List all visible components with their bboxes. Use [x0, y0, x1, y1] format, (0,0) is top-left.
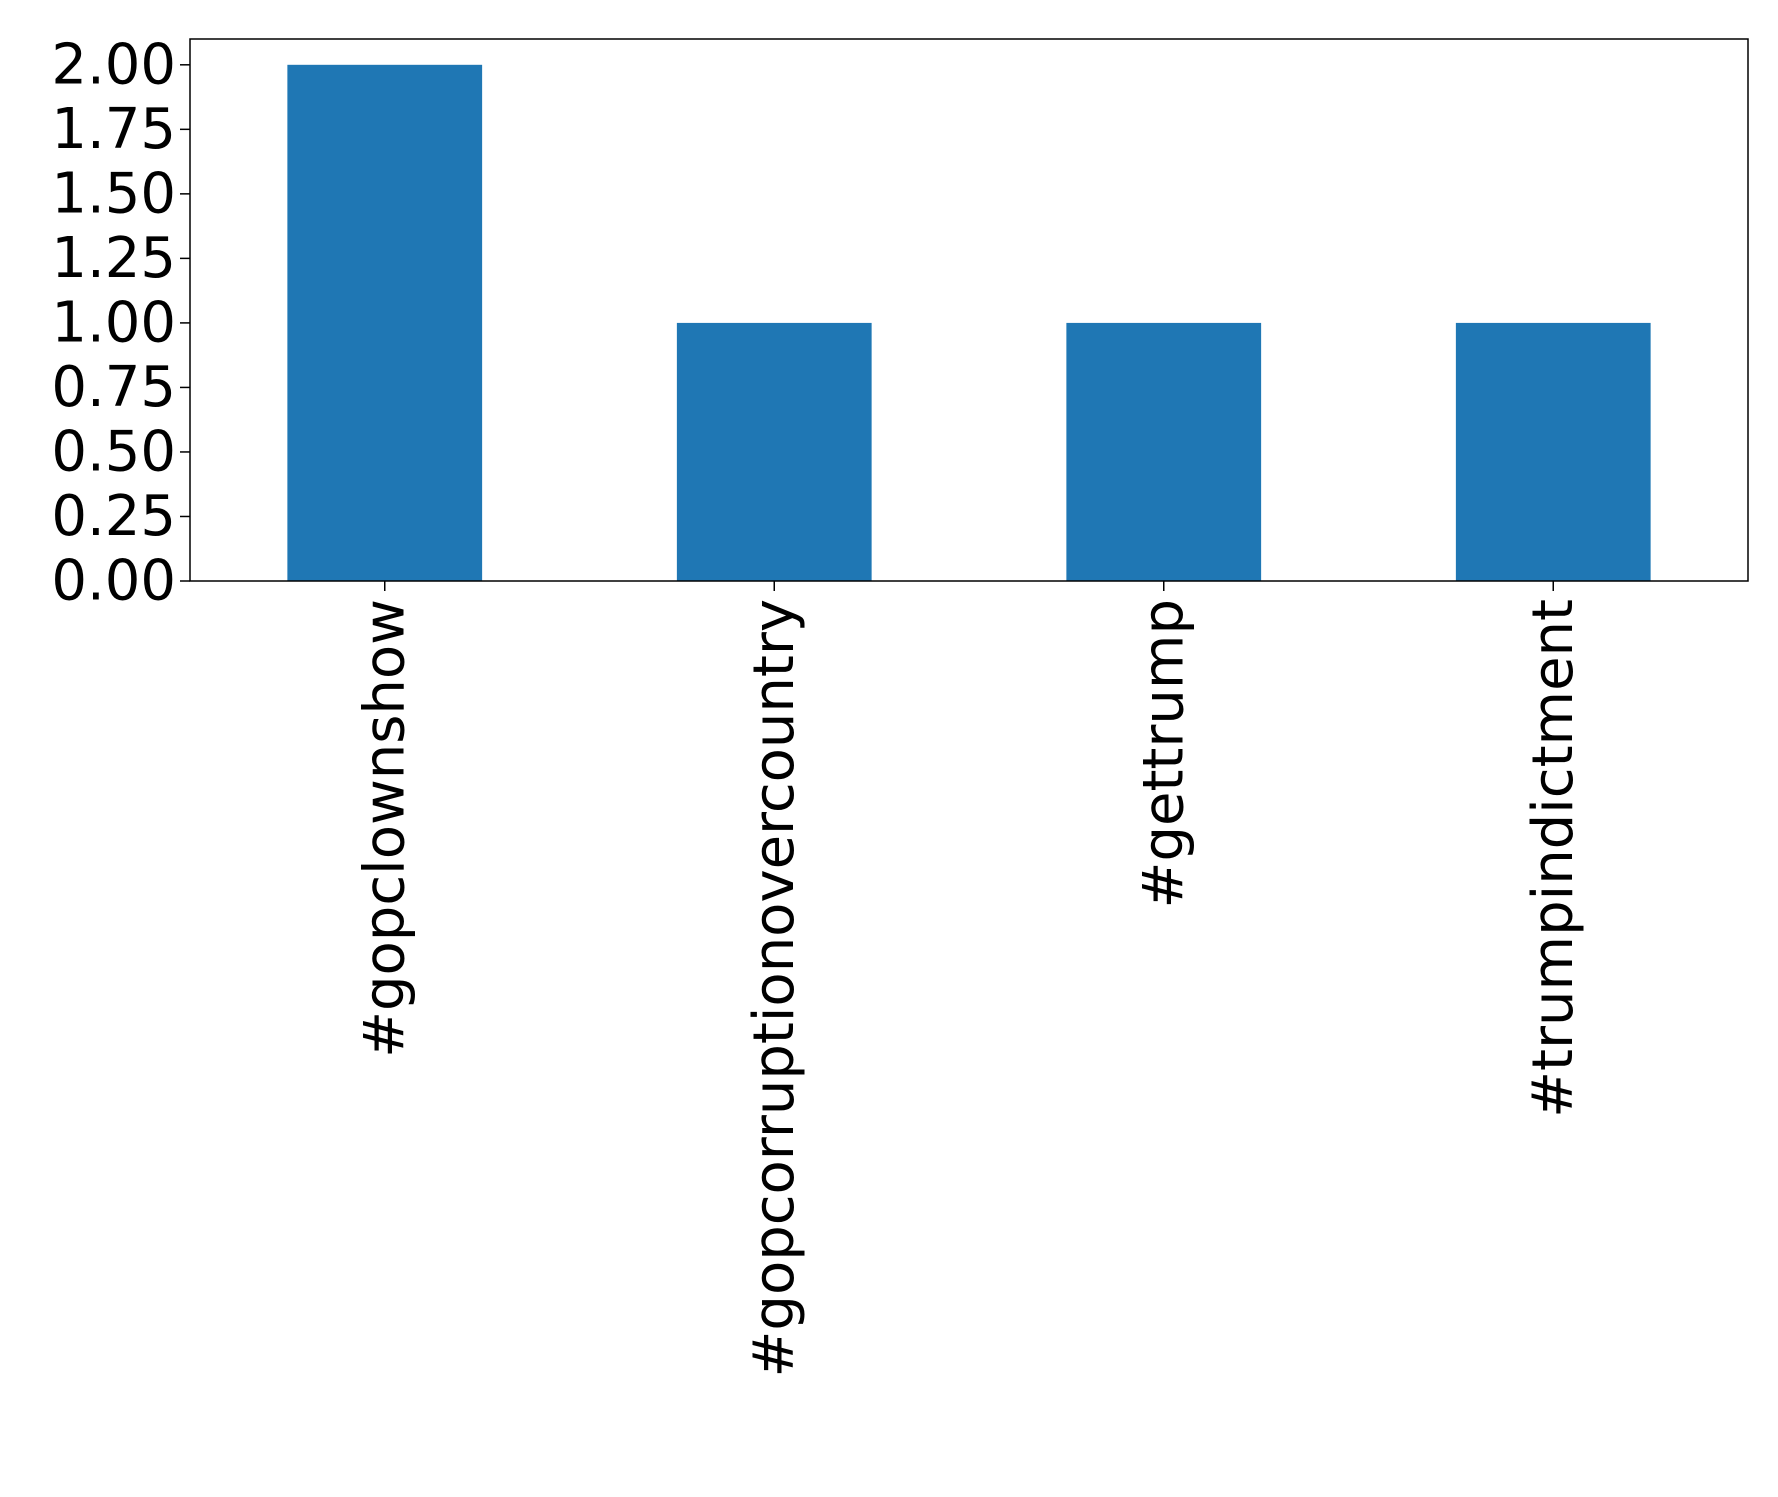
- x-tick-label: #gopcorruptionovercountry: [742, 599, 807, 1378]
- bar-trumpindictment: [1455, 322, 1651, 581]
- x-tick-label: #gettrump: [1131, 599, 1196, 908]
- plot-frame: [189, 38, 1749, 582]
- x-axis: #gopclownshow #gopcorruptionovercountry #g…: [352, 581, 1586, 1378]
- y-tick-label: 0.75: [51, 355, 176, 420]
- y-tick-label: 1.75: [51, 97, 176, 162]
- bar-gopcorruptionovercountry: [676, 322, 872, 581]
- x-tick-label: #trumpindictment: [1521, 599, 1586, 1118]
- y-tick-label: 1.25: [51, 226, 176, 291]
- x-tick-label: #gopclownshow: [352, 599, 417, 1058]
- y-tick-label: 1.50: [51, 161, 176, 226]
- y-axis: 0.000.250.500.751.001.251.501.752.00: [51, 32, 190, 614]
- bar-gopclownshow: [287, 64, 483, 582]
- y-tick-label: 1.00: [51, 290, 176, 355]
- bars-layer: [287, 64, 1651, 582]
- y-tick-label: 0.50: [51, 419, 176, 484]
- y-tick-label: 0.00: [51, 549, 176, 614]
- y-tick-label: 0.25: [51, 484, 176, 549]
- bar-gettrump: [1066, 322, 1262, 581]
- y-tick-label: 2.00: [51, 32, 176, 97]
